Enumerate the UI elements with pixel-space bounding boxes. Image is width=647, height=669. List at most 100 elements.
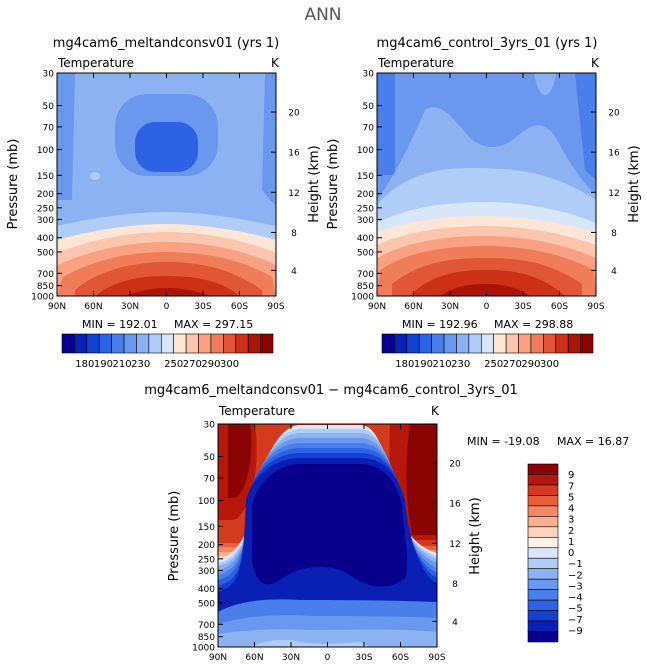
colorbar-label: 270 xyxy=(503,359,522,370)
colorbar-label: 300 xyxy=(220,359,239,370)
y-tick-label: 50 xyxy=(363,102,375,112)
y-tick-label-right: 8 xyxy=(611,229,617,239)
y-tick-label: 70 xyxy=(43,123,55,133)
colorbar-swatch xyxy=(98,333,112,354)
x-tick-label: 30S xyxy=(514,302,531,312)
x-tick-label: 60S xyxy=(231,302,248,312)
colorbar-swatch xyxy=(527,578,559,590)
y-tick-label: 1000 xyxy=(192,644,215,654)
colorbar-label: 180 xyxy=(75,359,94,370)
y-tick-label-right: 8 xyxy=(291,229,297,239)
units-label: K xyxy=(431,404,440,418)
colorbar-label: −4 xyxy=(568,593,583,604)
colorbar-label: 3 xyxy=(568,515,574,526)
colorbar-label: 5 xyxy=(568,492,574,503)
colorbar-swatch xyxy=(505,333,519,354)
axes: 90N 60N 30N 0 30S 60S 90S 30 50 70 100 150 200 250 300… xyxy=(192,421,461,664)
x-tick-label: 0 xyxy=(325,653,331,663)
min-label: MIN = 192.01 xyxy=(82,318,158,331)
colorbar-label: −5 xyxy=(568,604,583,615)
y-tick-label: 400 xyxy=(37,234,54,244)
y-tick-label: 30 xyxy=(204,421,216,431)
colorbar-swatch xyxy=(518,333,532,354)
colorbar-label: −7 xyxy=(568,615,583,626)
y-tick-label: 250 xyxy=(37,204,54,214)
panel-title: mg4cam6_meltandconsv01 − mg4cam6_control… xyxy=(144,383,518,398)
y-tick-label: 400 xyxy=(198,585,215,595)
y-tick-label: 400 xyxy=(357,234,374,244)
variable-label: Temperature xyxy=(218,404,295,418)
y-tick-label-right: 16 xyxy=(608,149,620,159)
panel-title: mg4cam6_control_3yrs_01 (yrs 1) xyxy=(377,36,598,51)
colorbar-label: −3 xyxy=(568,581,583,592)
min-label: MIN = 192.96 xyxy=(402,318,478,331)
colorbar-swatch xyxy=(223,333,237,354)
colorbar-swatch xyxy=(555,333,569,354)
y-tick-label-right: 20 xyxy=(449,460,461,470)
y-axis-label-right: Height (km) xyxy=(468,497,483,574)
colorbar-label: 250 xyxy=(164,359,183,370)
y-tick-label: 150 xyxy=(37,172,54,182)
colorbar-swatch xyxy=(527,568,559,580)
colorbar-swatch xyxy=(527,631,559,643)
x-tick-label: 90S xyxy=(428,653,445,663)
y-tick-label: 200 xyxy=(37,190,54,200)
x-tick-label: 0 xyxy=(484,302,490,312)
colorbar-label: 210 xyxy=(433,359,452,370)
y-tick-label-right: 12 xyxy=(288,189,299,199)
units-label: K xyxy=(591,56,600,70)
colorbar-swatch xyxy=(543,333,557,354)
y-tick-label: 70 xyxy=(363,123,375,133)
colorbar-swatch xyxy=(123,333,137,354)
y-tick-label: 200 xyxy=(357,190,374,200)
colorbar-swatch xyxy=(493,333,507,354)
colorbar-swatch xyxy=(394,333,408,354)
y-tick-label-right: 4 xyxy=(291,267,297,277)
colorbar-swatch xyxy=(148,333,162,354)
y-tick-label: 50 xyxy=(43,102,55,112)
colorbar-label: 180 xyxy=(395,359,414,370)
y-tick-label: 700 xyxy=(357,270,374,280)
x-tick-label: 90N xyxy=(209,653,227,663)
colorbar-swatch xyxy=(160,333,175,354)
colorbar-swatch xyxy=(61,333,75,354)
max-label: MAX = 16.87 xyxy=(557,435,629,448)
colorbar-label: 2 xyxy=(568,526,574,537)
y-tick-label: 1000 xyxy=(31,293,54,303)
y-tick-label: 100 xyxy=(198,497,215,507)
y-tick-label: 300 xyxy=(357,216,374,226)
colorbar-label: 0 xyxy=(568,548,574,559)
y-tick-label: 700 xyxy=(37,270,54,280)
x-tick-label: 90N xyxy=(48,302,66,312)
variable-label: Temperature xyxy=(57,56,134,70)
x-tick-label: 0 xyxy=(164,302,170,312)
y-tick-label: 500 xyxy=(357,248,374,258)
y-tick-label: 1000 xyxy=(351,293,374,303)
x-tick-label: 90N xyxy=(368,302,386,312)
max-label: MAX = 297.15 xyxy=(174,318,253,331)
y-tick-label: 200 xyxy=(198,541,215,551)
colorbar-swatch xyxy=(567,333,581,354)
colorbar-swatch xyxy=(527,547,559,559)
colorbar-label: 4 xyxy=(568,504,574,515)
axes: 90N 60N 30N 0 30S 60S 90S 30 50 70 100 150 200 250 300… xyxy=(31,70,300,313)
colorbar-swatch xyxy=(86,333,100,354)
colorbar-label: −1 xyxy=(568,559,583,570)
colorbar-label: 210 xyxy=(113,359,132,370)
y-tick-label-right: 4 xyxy=(611,267,617,277)
colorbar-label: 7 xyxy=(568,481,574,492)
plot-area xyxy=(57,73,276,296)
y-tick-label: 300 xyxy=(198,567,215,577)
colorbar-swatch xyxy=(527,589,559,601)
colorbar-swatch xyxy=(527,536,559,549)
colorbar: 180 190 210 230 250 270 290 300 xyxy=(381,333,594,370)
y-tick-label-right: 20 xyxy=(608,109,620,119)
colorbar-swatch xyxy=(136,333,150,354)
x-tick-label: 60S xyxy=(392,653,409,663)
y-axis-label: Pressure (mb) xyxy=(326,139,341,230)
colorbar-label: 270 xyxy=(183,359,202,370)
x-tick-label: 30S xyxy=(194,302,211,312)
y-tick-label: 30 xyxy=(43,70,55,80)
